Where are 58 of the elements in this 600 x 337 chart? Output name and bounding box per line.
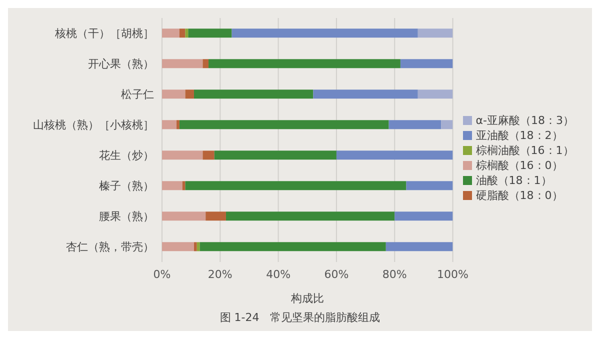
bar [394,212,453,221]
bar [232,28,418,38]
bar [162,59,203,68]
x-tick-label: 40% [266,268,291,281]
bar [208,59,400,68]
x-tick-label: 100% [437,268,469,281]
bar [176,120,180,130]
bar [418,28,453,38]
y-tick-label: 核桃（干）［胡桃］ [54,27,154,40]
y-tick-label: 松子仁 [121,88,154,102]
bar [182,181,186,190]
y-tick-label: 榛子（熟） [99,180,154,193]
bar [386,242,453,252]
bar [162,181,182,190]
text: 图 1-24 常见坚果的脂肪酸组成 [218,310,382,326]
x-tick-label: 80% [382,268,407,281]
bar [400,59,453,68]
y-tick-label: 花生（炒） [99,149,154,162]
y-tick-label: 腰果（熟） [99,210,154,224]
x-tick-label: 0% [153,268,171,281]
bar [185,181,406,190]
legend-label: 棕榈油酸（16：1） [476,144,574,157]
legend-label: 硬脂酸（18：0） [476,189,563,202]
y-tick-label: 杏仁（熟，带壳） [66,240,154,254]
x-tick-label: 60% [324,268,349,281]
legend-label: 油酸（18：1） [476,174,552,187]
bar [200,242,386,252]
bar [179,120,389,130]
bar [406,181,453,190]
bar [388,120,442,130]
bar [202,150,214,160]
bar [196,242,200,252]
bar [313,90,418,99]
bar [226,212,395,221]
legend-label: 棕榈酸（16：0） [476,159,563,172]
bar [162,242,194,252]
bar [162,28,180,38]
bar [418,90,453,99]
bar [162,212,206,221]
x-tick-label: 20% [208,268,232,281]
bar [202,59,209,68]
bar [162,90,186,99]
legend-label: α-亚麻酸（18：3） [476,114,574,127]
bar [194,90,314,99]
bar [185,90,194,99]
bar [214,150,336,160]
x-axis-title: 构成比 [290,292,324,305]
bar [179,28,186,38]
bar [162,120,177,130]
bar [441,120,453,130]
legend-label: 亚油酸（18：2） [476,129,563,142]
y-tick-label: 开心果（熟） [88,58,154,71]
y-tick-label: 山核桃（熟）［小核桃］ [33,118,154,132]
bar [188,28,232,38]
bar [206,212,226,221]
bar [336,150,453,160]
bar [194,242,197,252]
bar [162,150,203,160]
